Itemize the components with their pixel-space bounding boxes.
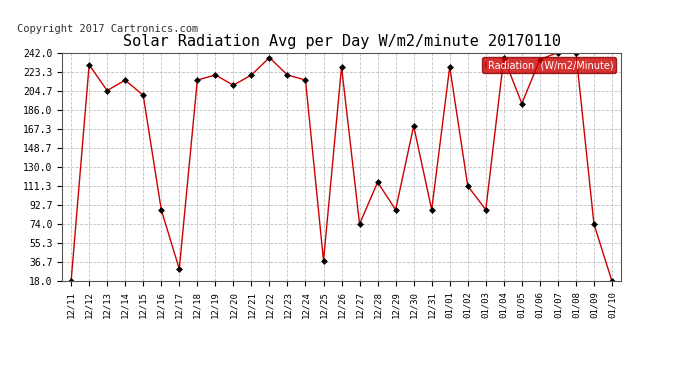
Text: Copyright 2017 Cartronics.com: Copyright 2017 Cartronics.com (17, 24, 199, 34)
Title: Solar Radiation Avg per Day W/m2/minute 20170110: Solar Radiation Avg per Day W/m2/minute … (123, 33, 560, 48)
Legend: Radiation  (W/m2/Minute): Radiation (W/m2/Minute) (482, 57, 616, 73)
